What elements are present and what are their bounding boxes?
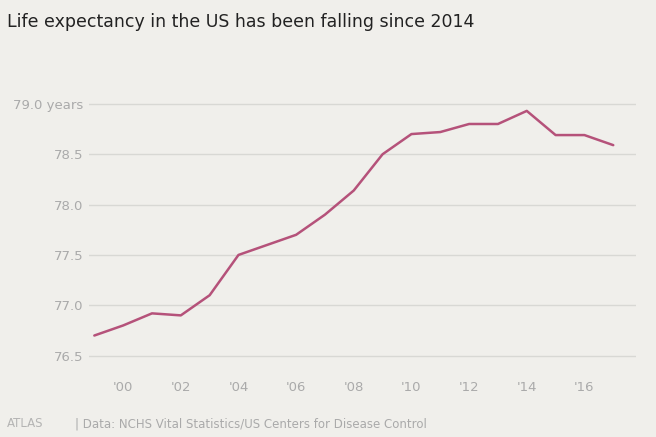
Text: Life expectancy in the US has been falling since 2014: Life expectancy in the US has been falli… [7, 13, 474, 31]
Text: | Data: NCHS Vital Statistics/US Centers for Disease Control: | Data: NCHS Vital Statistics/US Centers… [75, 417, 427, 430]
Text: ATLAS: ATLAS [7, 417, 43, 430]
